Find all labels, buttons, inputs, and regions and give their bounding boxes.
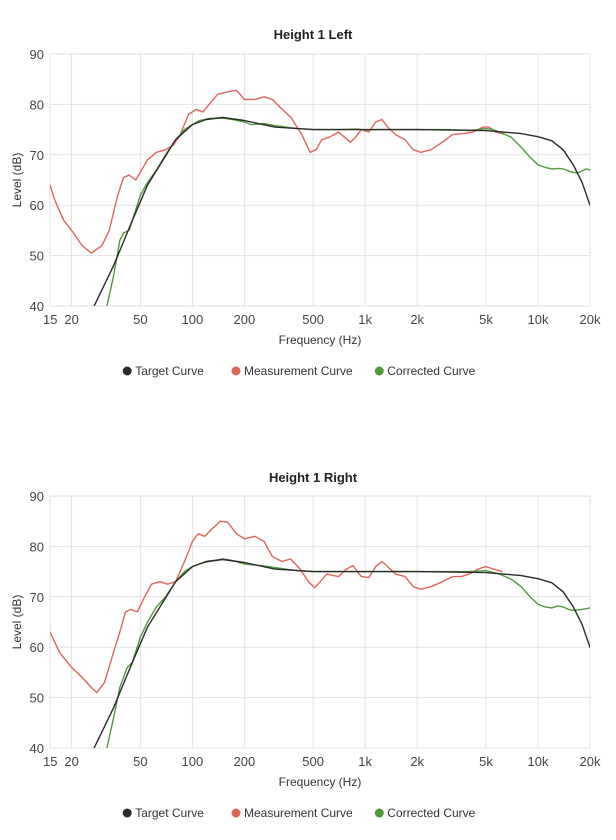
x-tick-label: 500	[302, 754, 324, 769]
grid	[49, 495, 591, 749]
series-line-target-curve	[93, 558, 590, 748]
x-tick-label: 5k	[479, 754, 493, 769]
y-tick-label: 90	[30, 47, 44, 62]
x-axis-label: Frequency (Hz)	[279, 333, 362, 347]
x-tick-label: 1k	[358, 312, 372, 327]
legend-marker	[374, 366, 384, 376]
y-axis-label: Level (dB)	[10, 153, 24, 208]
x-tick-label: 20	[64, 754, 78, 769]
y-tick-label: 90	[30, 489, 44, 504]
x-tick-label: 20k	[580, 312, 601, 327]
x-tick-label: 200	[234, 754, 256, 769]
chart-panel-height-1-right: Height 1 Right Level (dB) Frequency (Hz)…	[0, 442, 616, 840]
x-tick-label: 10k	[527, 754, 548, 769]
legend-label: Measurement Curve	[244, 364, 353, 378]
series-group	[50, 89, 590, 306]
y-tick-label: 80	[30, 539, 44, 554]
y-axis-label: Level (dB)	[10, 595, 24, 650]
x-tick-label: 2k	[410, 754, 424, 769]
y-tick-label: 70	[30, 590, 44, 605]
chart-height-1-left: Height 1 Left Level (dB) Frequency (Hz) …	[10, 27, 601, 378]
series-line-corrected-curve	[106, 117, 590, 306]
legend: Target Curve Measurement Curve Corrected C…	[122, 806, 476, 820]
legend-item-corrected-curve[interactable]: Corrected Curve	[374, 364, 476, 378]
legend-item-measurement-curve[interactable]: Measurement Curve	[231, 364, 354, 378]
chart-title: Height 1 Right	[269, 470, 358, 485]
chart-height-1-right: Height 1 Right Level (dB) Frequency (Hz)…	[10, 470, 601, 820]
legend-item-target-curve[interactable]: Target Curve	[122, 806, 205, 820]
y-tick-label: 60	[30, 640, 44, 655]
x-tick-label: 500	[302, 312, 324, 327]
series-line-measurement-curve	[50, 520, 503, 694]
legend-label: Target Curve	[135, 364, 204, 378]
legend-marker	[231, 366, 241, 376]
x-tick-label: 1k	[358, 754, 372, 769]
x-tick-label: 15	[43, 754, 57, 769]
legend-label: Target Curve	[135, 806, 204, 820]
x-tick-label: 10k	[527, 312, 548, 327]
legend-marker	[374, 808, 384, 818]
y-tick-label: 50	[30, 691, 44, 706]
x-tick-label: 200	[234, 312, 256, 327]
y-tick-label: 50	[30, 249, 44, 264]
legend-item-target-curve[interactable]: Target Curve	[122, 364, 205, 378]
legend: Target Curve Measurement Curve Corrected C…	[122, 364, 476, 378]
x-tick-label: 20	[64, 312, 78, 327]
x-tick-label: 50	[133, 754, 147, 769]
x-tick-label: 20k	[580, 754, 601, 769]
legend-marker	[122, 366, 132, 376]
series-group	[50, 520, 590, 748]
series-line-measurement-curve	[50, 89, 507, 254]
x-tick-label: 15	[43, 312, 57, 327]
x-tick-label: 5k	[479, 312, 493, 327]
x-tick-label: 50	[133, 312, 147, 327]
x-axis-label: Frequency (Hz)	[279, 775, 362, 789]
legend-label: Corrected Curve	[387, 806, 475, 820]
y-tick-label: 60	[30, 198, 44, 213]
x-tick-label: 2k	[410, 312, 424, 327]
series-line-corrected-curve	[106, 558, 590, 748]
legend-label: Corrected Curve	[387, 364, 475, 378]
y-tick-label: 40	[30, 741, 44, 756]
y-tick-label: 70	[30, 148, 44, 163]
legend-marker	[231, 808, 241, 818]
legend-item-corrected-curve[interactable]: Corrected Curve	[374, 806, 476, 820]
x-tick-label: 100	[182, 312, 204, 327]
series-line-target-curve	[93, 116, 590, 306]
y-tick-label: 40	[30, 299, 44, 314]
chart-title: Height 1 Left	[274, 27, 353, 42]
chart-panel-height-1-left: Height 1 Left Level (dB) Frequency (Hz) …	[10, 27, 601, 378]
legend-marker	[122, 808, 132, 818]
y-tick-label: 80	[30, 97, 44, 112]
x-tick-label: 100	[182, 754, 204, 769]
legend-label: Measurement Curve	[244, 806, 353, 820]
grid	[49, 53, 591, 307]
legend-item-measurement-curve[interactable]: Measurement Curve	[231, 806, 354, 820]
